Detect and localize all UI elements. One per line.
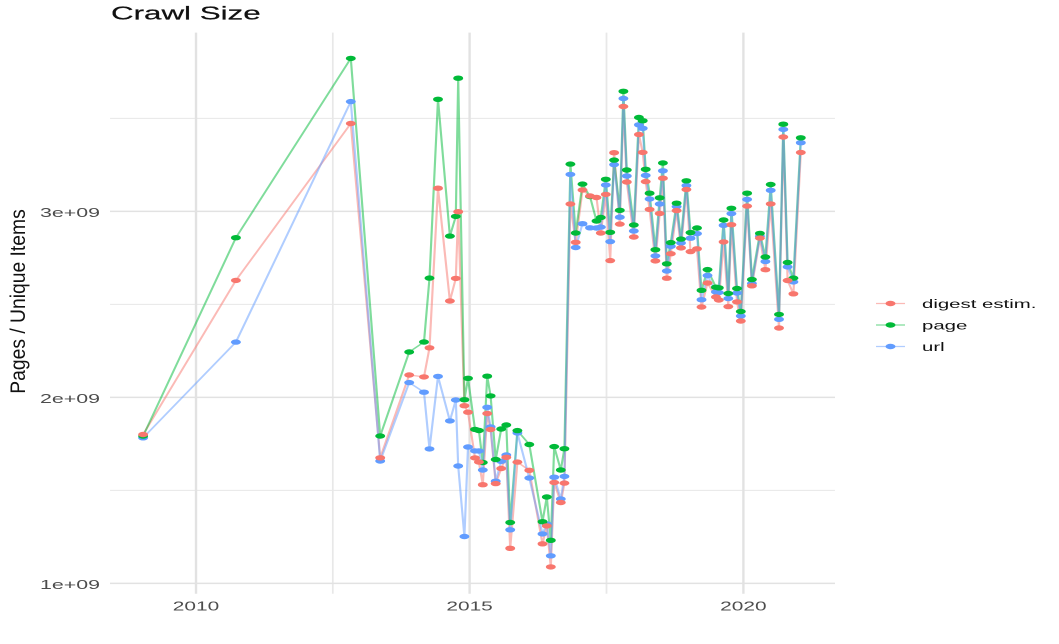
svg-text:page: page <box>922 319 967 333</box>
svg-text:2010: 2010 <box>173 599 219 614</box>
svg-text:2015: 2015 <box>446 599 492 614</box>
svg-text:2020: 2020 <box>720 599 766 614</box>
svg-text:url: url <box>922 340 945 354</box>
svg-text:3e+09: 3e+09 <box>40 205 100 220</box>
svg-text:Crawl Size: Crawl Size <box>111 3 261 23</box>
svg-text:Pages / Unique Items: Pages / Unique Items <box>6 209 30 393</box>
svg-text:1e+09: 1e+09 <box>40 577 100 592</box>
svg-text:digest estim.: digest estim. <box>922 297 1036 311</box>
svg-text:2e+09: 2e+09 <box>40 391 100 406</box>
